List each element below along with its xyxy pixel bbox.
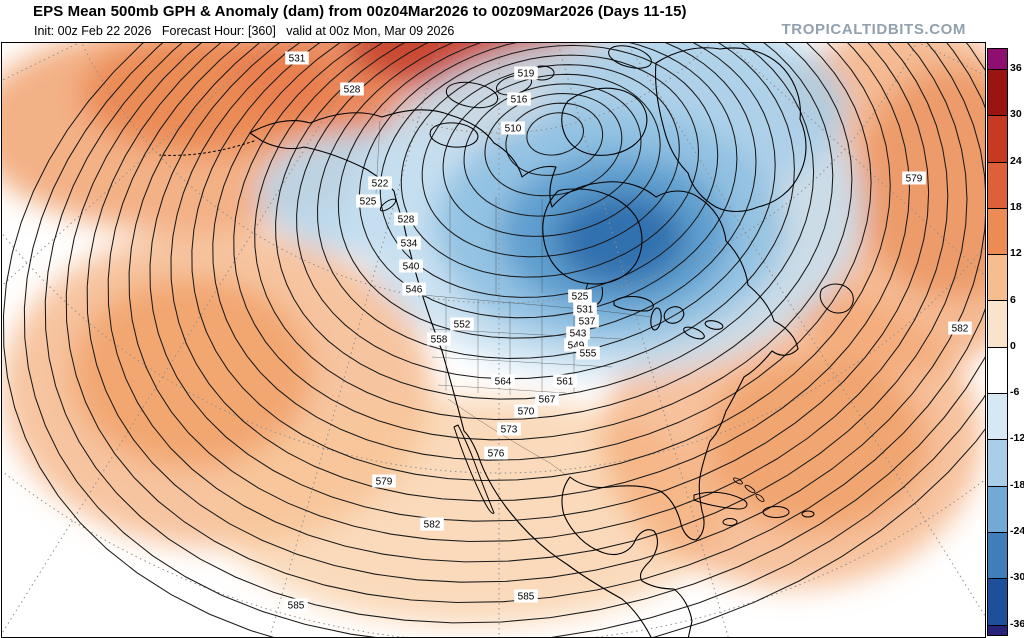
height-contours bbox=[2, 43, 985, 637]
contour-label: 552 bbox=[454, 320, 471, 331]
colorbar-segment bbox=[988, 578, 1007, 625]
colorbar-tick: 30 bbox=[1010, 108, 1022, 121]
tropicaltidbits-watermark: TROPICALTIDBITS.COM bbox=[781, 21, 966, 38]
contour-label: 510 bbox=[505, 124, 522, 135]
contour-label: 525 bbox=[572, 292, 589, 303]
contour-label: 531 bbox=[577, 305, 594, 316]
anomaly-region-southeast-ridge-core bbox=[707, 355, 927, 531]
puerto-rico bbox=[801, 510, 815, 518]
newfoundland bbox=[819, 283, 854, 314]
contour-label: 549 bbox=[568, 341, 585, 352]
contour-label: 576 bbox=[488, 449, 505, 460]
contour-label: 579 bbox=[906, 174, 923, 185]
contour-label: 582 bbox=[952, 324, 969, 335]
greenland bbox=[654, 47, 807, 213]
colorbar-segment bbox=[988, 346, 1007, 394]
colorbar-segment bbox=[988, 531, 1007, 579]
colorbar-tick: -12 bbox=[1010, 432, 1024, 445]
colorbar-segment bbox=[988, 485, 1007, 532]
contour-label: 546 bbox=[406, 285, 423, 296]
colorbar-segment bbox=[988, 439, 1007, 486]
contour-label: 540 bbox=[403, 262, 420, 273]
anomaly-region-southwest-ridge-core bbox=[72, 278, 312, 468]
contour-labels: 531 528 519 516 510 522 525 528 534 540 546 552 558 5… bbox=[284, 51, 972, 612]
contour-label: 579 bbox=[376, 477, 393, 488]
colorbar-segment bbox=[988, 49, 1007, 69]
bahamas bbox=[733, 477, 765, 502]
geography bbox=[159, 45, 854, 637]
contour-label: 528 bbox=[344, 85, 361, 96]
contour-label: 522 bbox=[372, 179, 389, 190]
colorbar-tick: 0 bbox=[1010, 339, 1016, 352]
map-frame: 531 528 519 516 510 522 525 528 534 540 546 552 558 5… bbox=[1, 42, 986, 638]
contour-label: 534 bbox=[401, 239, 418, 250]
colorbar-tick: -6 bbox=[1010, 386, 1020, 399]
hispaniola bbox=[762, 506, 790, 518]
colorbar-segment bbox=[988, 393, 1007, 440]
colorbar-tick: 6 bbox=[1010, 293, 1016, 306]
contour-label: 561 bbox=[557, 377, 574, 388]
colorbar-tick: -24 bbox=[1010, 525, 1024, 537]
contour-label: 528 bbox=[398, 215, 415, 226]
colorbar-segment bbox=[988, 161, 1007, 208]
great-lakes bbox=[613, 295, 724, 340]
cuba bbox=[693, 491, 748, 510]
anomaly-colorbar bbox=[987, 48, 1008, 636]
colorbar-segment bbox=[988, 624, 1007, 635]
coastline-north-america bbox=[249, 109, 799, 637]
anomaly-shading bbox=[2, 43, 985, 626]
contour-label: 573 bbox=[501, 425, 518, 436]
colorbar-tick: -36 bbox=[1010, 617, 1024, 630]
colorbar-segment bbox=[988, 207, 1007, 255]
contour-label: 567 bbox=[539, 395, 556, 406]
colorbar-tick: 18 bbox=[1010, 200, 1022, 213]
contour-label: 570 bbox=[518, 407, 535, 418]
us-mexico-border bbox=[447, 398, 567, 476]
contour-label: 564 bbox=[495, 377, 512, 388]
anomaly-region-south-central-ridge bbox=[217, 396, 727, 626]
contour-label: 558 bbox=[431, 335, 448, 346]
weather-map: 531 528 519 516 510 522 525 528 534 540 546 552 558 5… bbox=[2, 43, 985, 637]
baffin-island bbox=[561, 87, 648, 156]
colorbar-segment bbox=[988, 69, 1007, 116]
anomaly-region-hudson-trough-core bbox=[555, 193, 685, 285]
contour-label: 531 bbox=[289, 54, 306, 65]
hudson-bay bbox=[542, 188, 643, 285]
baja-california bbox=[453, 424, 495, 514]
colorbar-tick: -18 bbox=[1010, 478, 1024, 491]
colorbar-segment bbox=[988, 254, 1007, 301]
contour-label: 585 bbox=[288, 601, 305, 612]
aleutian-islands bbox=[159, 140, 255, 156]
latlon-graticule bbox=[2, 43, 985, 637]
contour-label: 525 bbox=[360, 197, 377, 208]
colorbar-tick: 12 bbox=[1010, 247, 1022, 260]
colorbar-tick: 24 bbox=[1010, 154, 1022, 167]
colorbar-tick: 36 bbox=[1010, 62, 1022, 74]
contour-label: 585 bbox=[518, 592, 535, 603]
contour-label: 543 bbox=[570, 329, 587, 340]
page-title: EPS Mean 500mb GPH & Anomaly (dam) from … bbox=[33, 3, 687, 20]
contour-label: 582 bbox=[424, 520, 441, 531]
contour-label: 555 bbox=[580, 349, 597, 360]
contour-label: 519 bbox=[518, 69, 535, 80]
jamaica bbox=[722, 518, 738, 526]
contour-label: 537 bbox=[579, 317, 596, 328]
init-forecast-valid-line: Init: 00z Feb 22 2026 Forecast Hour: [36… bbox=[34, 24, 455, 38]
colorbar-segment bbox=[988, 115, 1007, 162]
colorbar-segment bbox=[988, 300, 1007, 347]
vancouver-island bbox=[379, 198, 397, 212]
contour-label: 516 bbox=[511, 95, 528, 106]
colorbar-tick: -30 bbox=[1010, 571, 1024, 584]
